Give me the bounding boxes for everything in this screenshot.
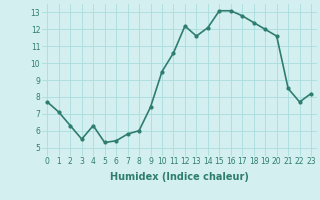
X-axis label: Humidex (Indice chaleur): Humidex (Indice chaleur) <box>110 172 249 182</box>
